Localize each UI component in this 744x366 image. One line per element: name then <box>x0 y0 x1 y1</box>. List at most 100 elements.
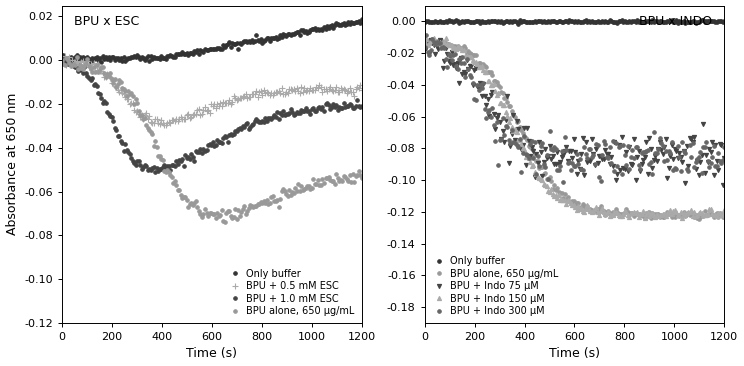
BPU + Indo 300 μM <box>559 180 568 184</box>
BPU alone, 650 μg/mL <box>420 38 429 42</box>
BPU alone, 650 μg/mL <box>139 117 148 122</box>
Only buffer <box>75 55 84 59</box>
BPU + Indo 75 μM <box>440 59 449 64</box>
BPU + Indo 300 μM <box>440 46 449 51</box>
BPU alone, 650 μg/mL <box>72 55 81 59</box>
BPU + 1.0 mM ESC <box>151 170 160 175</box>
BPU + 1.0 mM ESC <box>57 56 66 61</box>
BPU + Indo 75 μM <box>719 183 728 187</box>
BPU + Indo 300 μM <box>708 154 716 159</box>
BPU + Indo 75 μM <box>706 150 715 154</box>
Only buffer <box>513 21 522 26</box>
BPU + 0.5 mM ESC <box>335 90 344 94</box>
BPU + 1.0 mM ESC <box>357 104 366 108</box>
BPU + Indo 75 μM <box>720 156 729 160</box>
BPU + Indo 75 μM <box>478 94 487 98</box>
BPU + 0.5 mM ESC <box>139 117 148 122</box>
BPU + Indo 150 μM <box>438 41 447 46</box>
BPU + Indo 75 μM <box>420 47 429 51</box>
Only buffer <box>357 17 366 22</box>
Only buffer <box>57 57 66 61</box>
BPU + Indo 300 μM <box>697 171 706 175</box>
Line: BPU alone, 650 μg/mL: BPU alone, 650 μg/mL <box>60 55 363 223</box>
Legend: Only buffer, BPU + 0.5 mM ESC, BPU + 1.0 mM ESC, BPU alone, 650 μg/mL: Only buffer, BPU + 0.5 mM ESC, BPU + 1.0… <box>226 267 357 318</box>
BPU + Indo 150 μM <box>708 212 716 216</box>
Line: BPU + Indo 75 μM: BPU + Indo 75 μM <box>423 38 726 187</box>
BPU alone, 650 μg/mL <box>694 216 703 221</box>
BPU alone, 650 μg/mL <box>345 173 354 178</box>
Only buffer <box>438 20 447 25</box>
BPU alone, 650 μg/mL <box>501 96 510 101</box>
Only buffer <box>697 18 706 22</box>
BPU + 1.0 mM ESC <box>69 64 78 68</box>
Legend: Only buffer, BPU alone, 650 μg/mL, BPU + Indo 75 μM, BPU + Indo 150 μM, BPU + In: Only buffer, BPU alone, 650 μg/mL, BPU +… <box>429 254 560 318</box>
Only buffer <box>720 18 729 23</box>
BPU + 0.5 mM ESC <box>161 123 170 127</box>
Only buffer <box>115 58 124 62</box>
BPU alone, 650 μg/mL <box>428 37 437 41</box>
Line: BPU + Indo 150 μM: BPU + Indo 150 μM <box>423 36 726 220</box>
BPU alone, 650 μg/mL <box>57 58 66 62</box>
BPU alone, 650 μg/mL <box>335 179 344 183</box>
BPU + Indo 150 μM <box>697 211 706 215</box>
Only buffer <box>333 22 342 27</box>
Only buffer <box>420 20 429 24</box>
BPU + Indo 300 μM <box>501 123 510 128</box>
Line: BPU + 1.0 mM ESC: BPU + 1.0 mM ESC <box>60 57 363 174</box>
BPU + Indo 150 μM <box>501 109 510 114</box>
Only buffer <box>708 19 716 23</box>
BPU + Indo 150 μM <box>678 216 687 220</box>
BPU + Indo 150 μM <box>478 63 487 68</box>
BPU + Indo 75 μM <box>501 117 510 122</box>
Line: Only buffer: Only buffer <box>423 18 726 25</box>
BPU + 1.0 mM ESC <box>75 67 84 71</box>
BPU alone, 650 μg/mL <box>440 40 449 44</box>
Only buffer <box>500 19 509 24</box>
BPU alone, 650 μg/mL <box>478 64 487 68</box>
BPU + 1.0 mM ESC <box>344 103 353 108</box>
Only buffer <box>344 20 353 24</box>
BPU + 0.5 mM ESC <box>115 90 124 95</box>
BPU + 1.0 mM ESC <box>333 107 342 112</box>
BPU + Indo 150 μM <box>420 40 429 44</box>
BPU + 0.5 mM ESC <box>57 55 66 60</box>
Only buffer <box>515 18 524 22</box>
Text: BPU x ESC: BPU x ESC <box>74 15 139 28</box>
BPU alone, 650 μg/mL <box>697 213 706 217</box>
BPU alone, 650 μg/mL <box>69 61 78 66</box>
BPU alone, 650 μg/mL <box>220 219 229 224</box>
BPU + Indo 300 μM <box>478 86 487 90</box>
Y-axis label: Absorbance at 650 nm: Absorbance at 650 nm <box>5 93 19 235</box>
Line: Only buffer: Only buffer <box>60 18 363 64</box>
BPU alone, 650 μg/mL <box>357 176 366 180</box>
Only buffer <box>97 60 106 64</box>
X-axis label: Time (s): Time (s) <box>186 347 237 361</box>
Only buffer <box>432 20 441 25</box>
BPU + Indo 300 μM <box>434 41 443 45</box>
BPU alone, 650 μg/mL <box>708 212 716 217</box>
BPU alone, 650 μg/mL <box>720 214 729 219</box>
BPU + Indo 150 μM <box>432 40 441 45</box>
BPU + 0.5 mM ESC <box>71 59 80 64</box>
Line: BPU + 0.5 mM ESC: BPU + 0.5 mM ESC <box>59 53 365 128</box>
Line: BPU alone, 650 μg/mL: BPU alone, 650 μg/mL <box>423 37 726 220</box>
Only buffer <box>139 56 148 60</box>
X-axis label: Time (s): Time (s) <box>549 347 600 361</box>
BPU + Indo 75 μM <box>696 160 705 164</box>
BPU + Indo 150 μM <box>720 208 729 212</box>
BPU + 0.5 mM ESC <box>60 54 69 59</box>
Line: BPU + Indo 300 μM: BPU + Indo 300 μM <box>423 33 726 184</box>
BPU + Indo 300 μM <box>420 45 429 49</box>
BPU alone, 650 μg/mL <box>434 40 443 45</box>
BPU + 0.5 mM ESC <box>345 85 354 90</box>
BPU + Indo 300 μM <box>422 33 431 37</box>
BPU alone, 650 μg/mL <box>77 66 86 70</box>
Text: BPU x INDO: BPU x INDO <box>639 15 713 28</box>
Only buffer <box>69 57 78 61</box>
BPU + Indo 300 μM <box>720 144 729 149</box>
BPU alone, 650 μg/mL <box>115 78 124 83</box>
BPU + Indo 150 μM <box>441 36 450 40</box>
BPU + 0.5 mM ESC <box>357 88 366 93</box>
Only buffer <box>476 20 485 25</box>
BPU + 1.0 mM ESC <box>137 167 146 171</box>
